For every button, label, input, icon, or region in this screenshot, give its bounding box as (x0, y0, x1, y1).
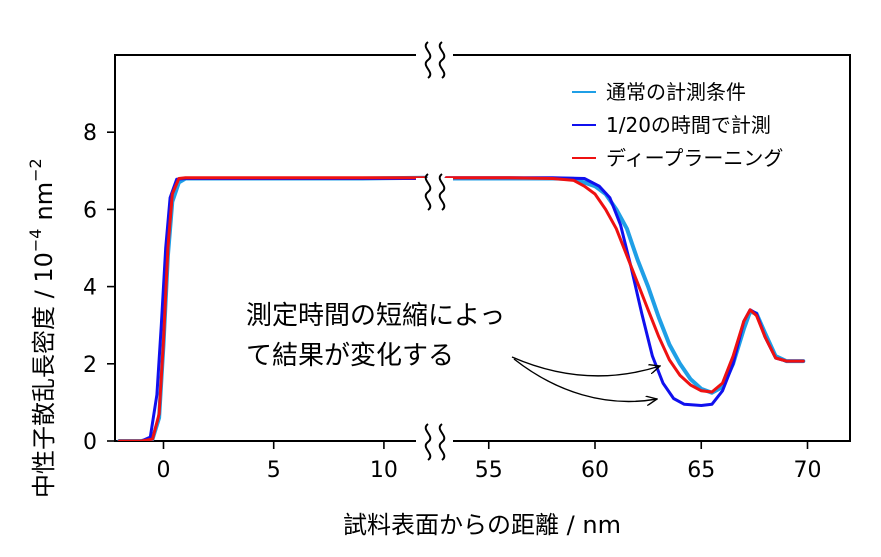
y-axis-label: 中性子散乱長密度 / 10−4 nm−2 (26, 158, 58, 498)
legend-label-3: ディープラーニング (606, 146, 783, 170)
y-axis-label-main: 中性子散乱長密度 / 10 (30, 252, 58, 498)
axis-break-mark-top-left (424, 41, 432, 79)
series-layer (117, 175, 806, 441)
x-tick-label: 0 (156, 458, 170, 483)
axis-break-gap-bottom (416, 430, 453, 452)
annotation-line-1: 測定時間の短縮によっ (246, 301, 505, 331)
legend-label-1: 通常の計測条件 (606, 80, 746, 104)
annotation-arrow-lower (513, 358, 657, 401)
annotation: 測定時間の短縮によっ て結果が変化する (246, 301, 660, 401)
axis-break-gap-middle (416, 178, 453, 206)
plot-frame (114, 54, 851, 442)
x-tick-label: 70 (794, 458, 822, 483)
axis-break-mark-bottom-left (424, 423, 432, 461)
annotation-line-2: て結果が変化する (246, 341, 454, 371)
axis-break-gap-top (416, 45, 453, 67)
axis-break-mark-top-right (438, 41, 446, 79)
axis-break (416, 41, 453, 461)
x-tick-label: 55 (475, 458, 503, 483)
x-tick-label: 65 (687, 458, 715, 483)
y-tick-label: 8 (83, 121, 97, 146)
x-tick-label: 10 (370, 458, 398, 483)
y-axis-label-group: 中性子散乱長密度 / 10−4 nm−2 (26, 158, 58, 498)
x-tick-label: 60 (581, 458, 609, 483)
y-tick-label: 4 (83, 276, 97, 301)
y-tick-label: 0 (83, 430, 97, 455)
series-line-1-right (444, 176, 806, 395)
y-tick-label: 6 (83, 198, 97, 223)
x-axis-label: 試料表面からの距離 / nm (343, 511, 621, 539)
x-tick-label: 5 (267, 458, 281, 483)
series-line-3-right (444, 176, 805, 394)
y-ticks: 0 2 4 6 8 (83, 121, 115, 455)
y-axis-label-exponent: −4 (26, 229, 45, 253)
legend-label-2: 1/20の時間で計測 (606, 113, 771, 137)
y-axis-label-unit: nm (30, 182, 58, 221)
y-tick-label: 2 (83, 353, 97, 378)
axis-break-mark-middle-left (424, 173, 432, 211)
x-ticks: 0 5 10 55 60 65 70 (156, 441, 822, 483)
annotation-arrow-upper (511, 356, 660, 377)
y-axis-label-unit-exponent: −2 (26, 158, 45, 182)
series-line-3-left (117, 176, 428, 441)
series-line-2-right (444, 176, 805, 407)
axis-break-mark-bottom-right (438, 423, 446, 461)
axis-break-mark-middle-right (438, 173, 446, 211)
